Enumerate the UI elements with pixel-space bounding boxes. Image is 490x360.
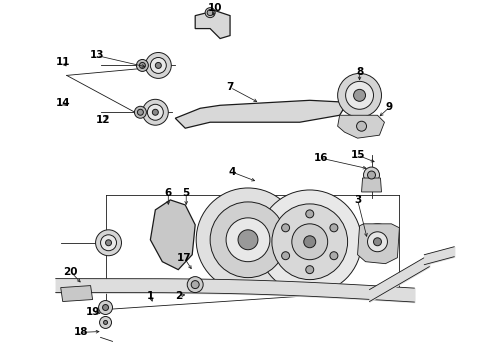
- Text: 15: 15: [350, 150, 365, 160]
- Circle shape: [364, 167, 379, 183]
- Circle shape: [187, 276, 203, 293]
- Circle shape: [147, 104, 163, 120]
- Circle shape: [292, 224, 328, 260]
- Text: 11: 11: [55, 58, 70, 67]
- Circle shape: [205, 8, 215, 18]
- Circle shape: [155, 62, 161, 68]
- Circle shape: [191, 280, 199, 289]
- Circle shape: [134, 106, 147, 118]
- Circle shape: [272, 204, 347, 280]
- Circle shape: [330, 224, 338, 232]
- Circle shape: [304, 236, 316, 248]
- Circle shape: [282, 224, 290, 232]
- Circle shape: [368, 171, 375, 179]
- Circle shape: [105, 240, 112, 246]
- Polygon shape: [358, 224, 399, 264]
- Text: 16: 16: [314, 153, 328, 163]
- Text: 8: 8: [356, 67, 363, 77]
- Text: 18: 18: [74, 327, 88, 337]
- Circle shape: [210, 202, 286, 278]
- Polygon shape: [175, 100, 347, 128]
- Circle shape: [207, 10, 213, 15]
- Text: 4: 4: [228, 167, 236, 177]
- Text: 3: 3: [354, 195, 361, 205]
- Text: 14: 14: [55, 98, 70, 108]
- Circle shape: [143, 99, 168, 125]
- Circle shape: [152, 109, 158, 115]
- Circle shape: [140, 62, 146, 68]
- Circle shape: [103, 320, 107, 324]
- Circle shape: [96, 230, 122, 256]
- Circle shape: [357, 121, 367, 131]
- Circle shape: [146, 53, 172, 78]
- Text: 7: 7: [226, 82, 234, 93]
- Text: 5: 5: [183, 188, 190, 198]
- Text: 19: 19: [85, 307, 100, 318]
- Circle shape: [136, 59, 148, 71]
- Polygon shape: [338, 115, 385, 138]
- Circle shape: [360, 224, 395, 260]
- Circle shape: [330, 252, 338, 260]
- Text: 17: 17: [177, 253, 192, 263]
- Polygon shape: [195, 11, 230, 39]
- Text: 13: 13: [89, 50, 104, 60]
- Polygon shape: [150, 200, 195, 270]
- Circle shape: [354, 89, 366, 101]
- Circle shape: [338, 73, 382, 117]
- Circle shape: [368, 232, 388, 252]
- Text: 10: 10: [208, 3, 222, 13]
- Circle shape: [345, 81, 373, 109]
- Polygon shape: [362, 178, 382, 192]
- Circle shape: [137, 109, 144, 115]
- Circle shape: [196, 188, 300, 292]
- Circle shape: [150, 58, 166, 73]
- Circle shape: [238, 230, 258, 250]
- Text: 2: 2: [174, 291, 182, 301]
- Text: 1: 1: [147, 291, 154, 301]
- Circle shape: [306, 266, 314, 274]
- Circle shape: [282, 252, 290, 260]
- Text: 12: 12: [97, 115, 111, 125]
- Circle shape: [102, 305, 108, 310]
- Circle shape: [100, 235, 117, 251]
- Circle shape: [99, 316, 112, 328]
- Circle shape: [306, 210, 314, 218]
- Text: 6: 6: [165, 188, 172, 198]
- Circle shape: [98, 301, 113, 315]
- Circle shape: [258, 190, 362, 293]
- Circle shape: [373, 238, 382, 246]
- Text: 20: 20: [63, 267, 78, 276]
- Text: 9: 9: [386, 102, 393, 112]
- Polygon shape: [61, 285, 93, 302]
- Circle shape: [226, 218, 270, 262]
